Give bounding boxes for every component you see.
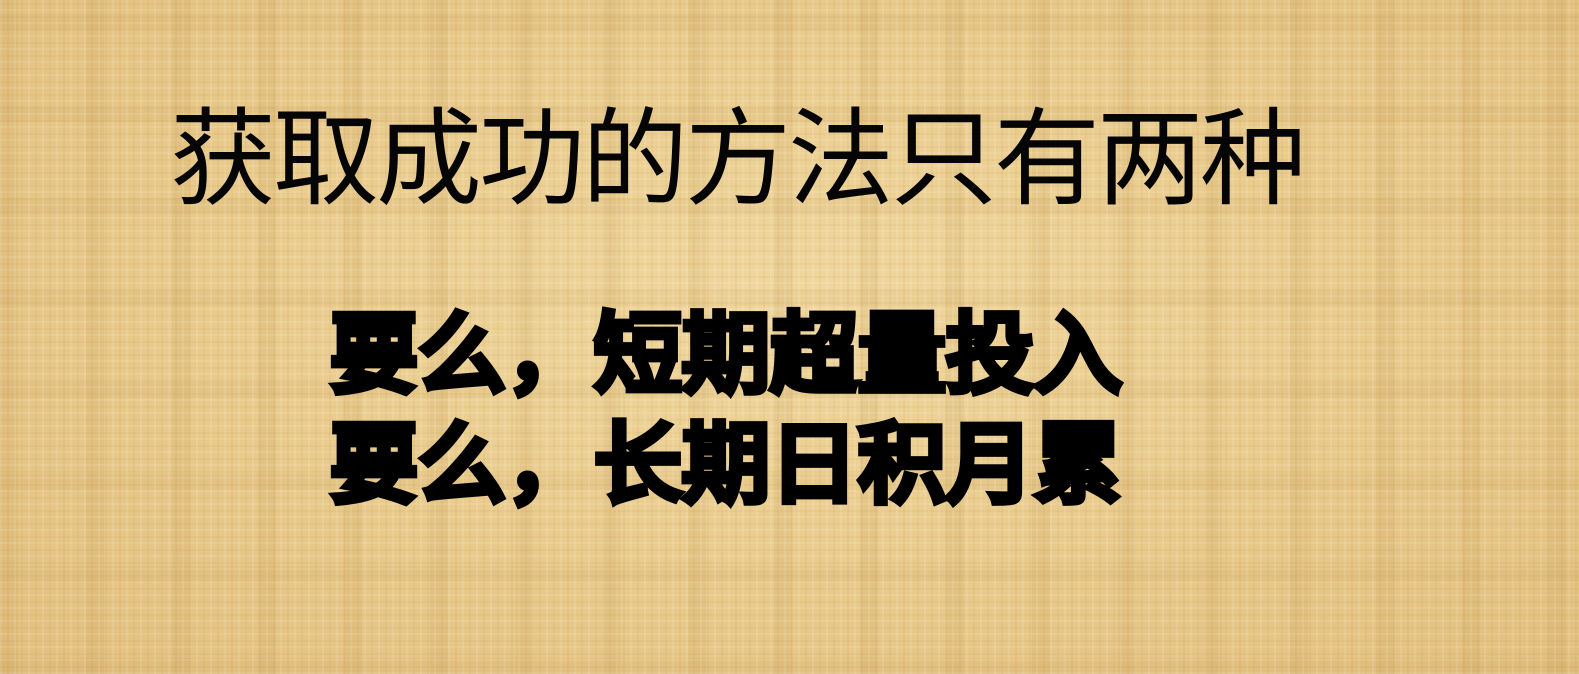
slide-headline: 获取成功的方法只有两种 <box>170 98 1306 221</box>
slogan-line-long-term: 要么，长期日积月累 <box>328 412 1125 517</box>
slogan-line-short-term: 要么，短期超量投入 <box>328 302 1125 407</box>
